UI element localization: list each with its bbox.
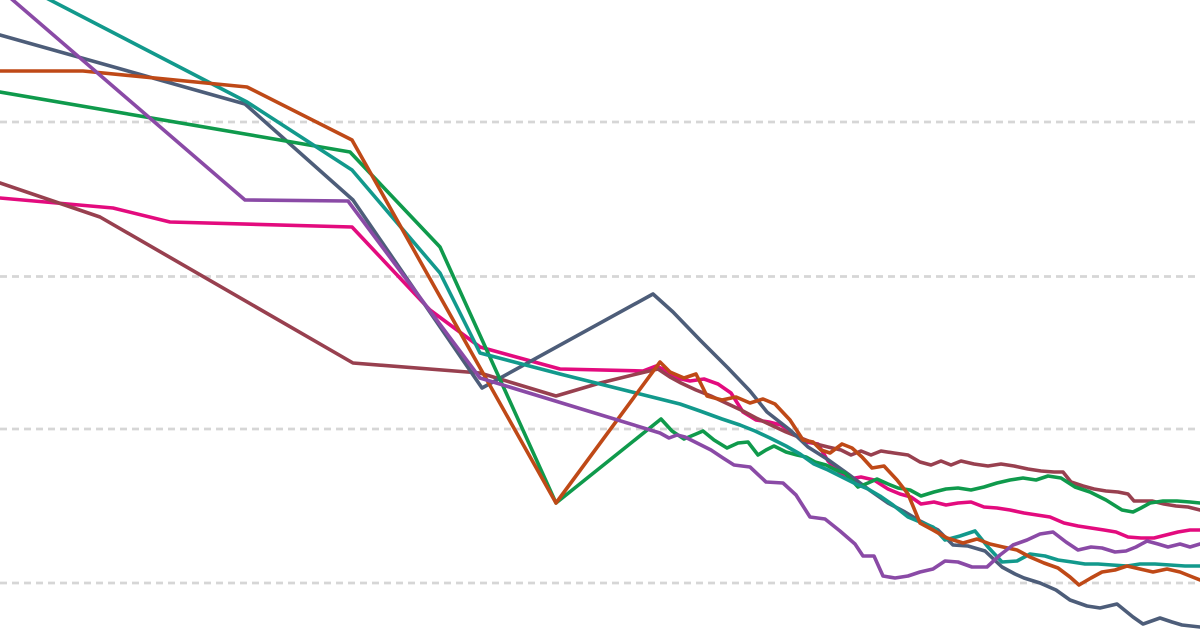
series-line-green: [0, 90, 1200, 514]
series-line-pink: [0, 196, 1200, 540]
series-line-orange: [0, 69, 1200, 587]
series-line-purple: [10, 0, 1200, 580]
series-line-teal: [46, 0, 1200, 568]
series-line-maroon: [0, 181, 1200, 512]
